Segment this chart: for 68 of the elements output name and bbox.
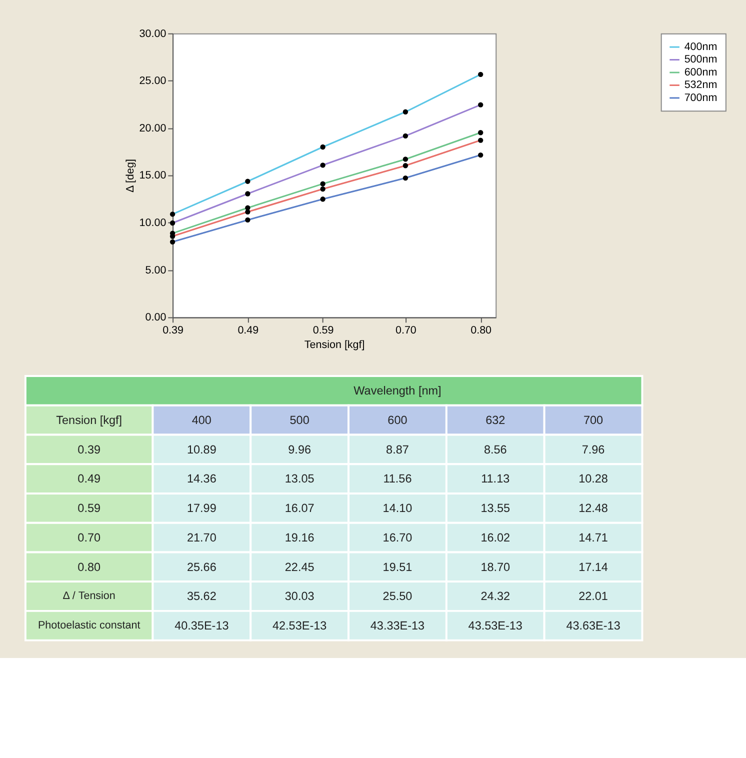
legend-label: 532nm (684, 79, 718, 92)
text: 19.51 (382, 560, 412, 574)
legend-label: 600nm (684, 66, 718, 78)
text: 25.50 (382, 590, 412, 604)
x-tick-label: 0.39 (162, 324, 184, 336)
category-label: 400 (192, 414, 212, 427)
text: Wavelength [nm] (354, 384, 442, 398)
text: 17.14 (578, 560, 608, 574)
x-tick-label: 0.70 (395, 324, 416, 336)
text: 18.70 (480, 560, 510, 574)
text: 16.02 (480, 531, 510, 544)
legend-label: 400nm (684, 40, 718, 53)
text: 8.56 (484, 443, 507, 456)
text: 22.01 (578, 590, 608, 604)
text: 9.96 (288, 443, 311, 456)
text: 25.66 (186, 560, 216, 574)
legend-label: 500nm (684, 54, 718, 66)
text: 43.33E-13 (370, 620, 425, 633)
text: 16.07 (284, 502, 314, 516)
text: 13.05 (284, 472, 314, 486)
category-label: 632 (486, 414, 506, 427)
text: 8.87 (386, 443, 409, 456)
text: 14.10 (382, 502, 412, 516)
text: 30.03 (284, 590, 314, 604)
text: 40.35E-13 (174, 620, 229, 633)
text: 43.63E-13 (566, 620, 620, 633)
text: 7.96 (582, 443, 605, 456)
text: 43.53E-13 (468, 620, 522, 633)
x-tick-label: 0.80 (470, 324, 492, 336)
category-label: Δ / Tension (62, 590, 116, 602)
category-label: Photoelastic constant (38, 620, 140, 632)
category-label: 500 (290, 414, 310, 427)
legend-label: 700nm (684, 92, 718, 104)
text: Tension [kgf] (56, 414, 122, 427)
text: 10.28 (578, 472, 608, 486)
y-tick-label: 0.00 (145, 312, 166, 324)
y-tick-label: 15.00 (139, 170, 166, 182)
text: 13.55 (480, 502, 510, 516)
x-tick-label: 0.59 (312, 324, 334, 336)
category-label: 0.59 (78, 502, 101, 516)
y-tick-label: 25.00 (139, 75, 166, 88)
y-tick-label: 20.00 (139, 122, 166, 134)
text: 12.48 (578, 502, 608, 516)
category-label: 600 (388, 414, 408, 427)
text: 14.71 (578, 531, 608, 544)
text: 11.13 (481, 472, 510, 486)
text: 24.32 (480, 590, 510, 604)
text: 42.53E-13 (272, 620, 327, 633)
category-label: 0.49 (78, 472, 101, 486)
text: 21.70 (186, 531, 216, 544)
text: 22.45 (284, 560, 314, 574)
text: 11.56 (383, 472, 412, 486)
y-tick-label: 10.00 (139, 217, 166, 230)
text: 14.36 (186, 472, 216, 486)
category-label: 0.80 (78, 560, 101, 574)
text: 19.16 (284, 531, 314, 544)
text: 35.62 (186, 590, 216, 604)
y-tick-label: 5.00 (145, 264, 166, 276)
text: 17.99 (186, 502, 216, 516)
text: 16.70 (382, 531, 412, 544)
y-tick-label: 30.00 (139, 28, 166, 40)
x-axis-title: Tension [kgf] (304, 339, 365, 352)
category-label: 700 (583, 414, 604, 427)
x-tick-label: 0.49 (238, 324, 259, 336)
category-label: 0.70 (78, 531, 101, 544)
y-axis-title: Δ [deg] (124, 159, 136, 193)
text: 10.89 (186, 443, 216, 456)
category-label: 0.39 (78, 443, 101, 456)
